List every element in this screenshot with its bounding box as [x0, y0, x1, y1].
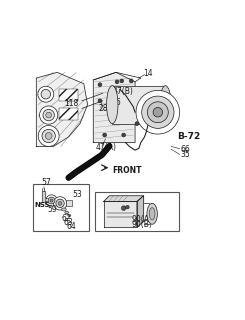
Polygon shape [104, 202, 137, 227]
Circle shape [122, 133, 125, 137]
Text: 47(B): 47(B) [112, 87, 133, 96]
Text: 90(A): 90(A) [131, 215, 152, 224]
Text: 118: 118 [64, 99, 78, 108]
Text: 287: 287 [98, 104, 112, 113]
Circle shape [58, 202, 62, 205]
Circle shape [120, 79, 124, 83]
Circle shape [153, 108, 163, 117]
Circle shape [142, 96, 174, 128]
Text: 63: 63 [64, 218, 74, 227]
Bar [59, 108, 78, 120]
Circle shape [135, 122, 139, 125]
Text: 47(A): 47(A) [95, 143, 116, 152]
Circle shape [121, 206, 126, 210]
Circle shape [43, 109, 54, 121]
Ellipse shape [147, 204, 157, 224]
Polygon shape [93, 72, 135, 143]
Bar [112, 86, 165, 124]
Circle shape [136, 90, 180, 134]
Circle shape [103, 133, 107, 137]
Circle shape [46, 112, 51, 118]
Text: FRONT: FRONT [112, 166, 142, 175]
Text: 66: 66 [181, 145, 190, 154]
Text: 64: 64 [67, 222, 76, 231]
Text: 57: 57 [42, 178, 51, 187]
Circle shape [39, 106, 58, 124]
Polygon shape [104, 196, 144, 202]
Circle shape [38, 125, 59, 147]
Text: 53: 53 [73, 190, 83, 199]
Text: 62: 62 [61, 214, 71, 223]
Ellipse shape [68, 215, 71, 216]
Ellipse shape [107, 86, 118, 124]
Circle shape [115, 80, 119, 84]
Ellipse shape [61, 208, 66, 211]
Ellipse shape [160, 86, 171, 124]
Bar [66, 200, 72, 206]
Bar [33, 184, 88, 231]
Text: NSS: NSS [34, 202, 50, 208]
Text: 35: 35 [181, 150, 190, 159]
Polygon shape [36, 72, 88, 147]
Text: 59: 59 [48, 204, 58, 213]
Circle shape [38, 86, 54, 102]
Circle shape [56, 199, 64, 208]
Circle shape [45, 132, 52, 140]
Circle shape [48, 197, 55, 204]
Circle shape [98, 99, 102, 103]
Bar [95, 192, 179, 231]
Bar [59, 90, 78, 101]
Text: 14: 14 [144, 69, 153, 78]
Circle shape [147, 102, 168, 123]
Text: 90(B): 90(B) [131, 220, 152, 229]
Circle shape [53, 197, 67, 210]
Circle shape [129, 79, 133, 83]
Circle shape [126, 205, 129, 209]
Ellipse shape [149, 208, 155, 220]
Text: B-72: B-72 [177, 132, 200, 141]
Circle shape [42, 129, 55, 143]
Circle shape [50, 199, 53, 202]
Circle shape [46, 195, 57, 206]
Text: 46: 46 [111, 98, 121, 107]
Ellipse shape [65, 211, 69, 214]
Polygon shape [137, 196, 144, 227]
Polygon shape [42, 191, 49, 203]
Circle shape [41, 90, 50, 99]
Circle shape [98, 83, 102, 87]
